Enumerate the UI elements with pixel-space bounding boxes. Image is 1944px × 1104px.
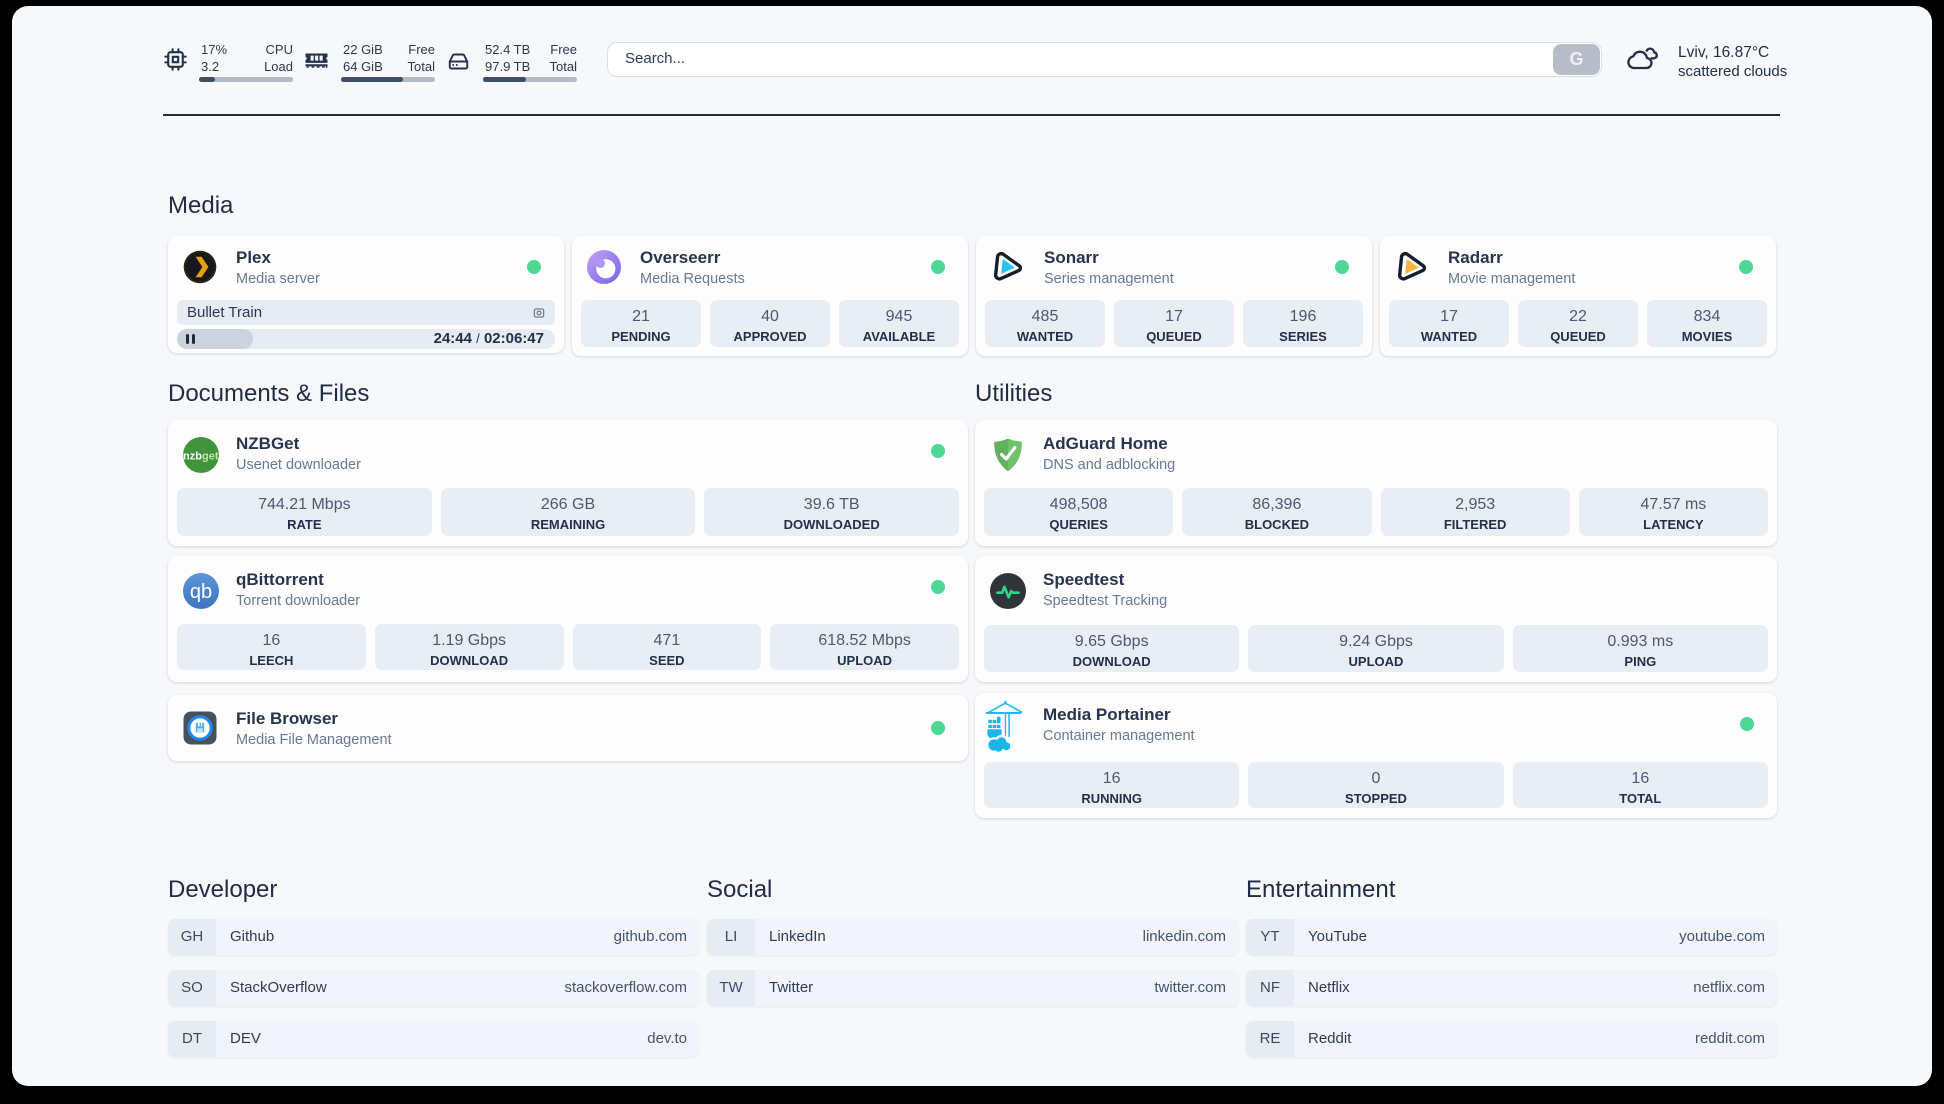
- svg-text:qb: qb: [190, 581, 212, 603]
- svg-text:nzbget: nzbget: [183, 450, 219, 462]
